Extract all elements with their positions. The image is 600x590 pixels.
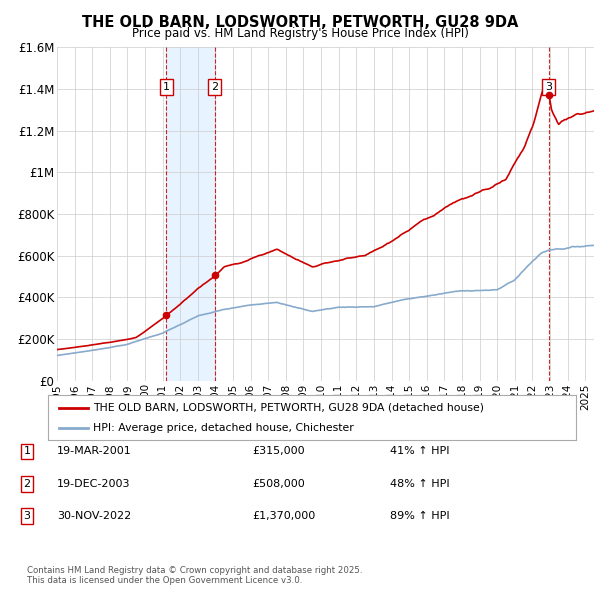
Text: 3: 3 bbox=[23, 512, 31, 521]
Text: This data is licensed under the Open Government Licence v3.0.: This data is licensed under the Open Gov… bbox=[27, 576, 302, 585]
Text: THE OLD BARN, LODSWORTH, PETWORTH, GU28 9DA: THE OLD BARN, LODSWORTH, PETWORTH, GU28 … bbox=[82, 15, 518, 30]
Text: £315,000: £315,000 bbox=[252, 447, 305, 456]
Text: THE OLD BARN, LODSWORTH, PETWORTH, GU28 9DA (detached house): THE OLD BARN, LODSWORTH, PETWORTH, GU28 … bbox=[93, 403, 484, 412]
Text: 89% ↑ HPI: 89% ↑ HPI bbox=[390, 512, 449, 521]
Text: Contains HM Land Registry data © Crown copyright and database right 2025.: Contains HM Land Registry data © Crown c… bbox=[27, 566, 362, 575]
Text: 19-DEC-2003: 19-DEC-2003 bbox=[57, 479, 131, 489]
Text: 2: 2 bbox=[23, 479, 31, 489]
Text: 2: 2 bbox=[211, 82, 218, 92]
Text: 1: 1 bbox=[163, 82, 170, 92]
Text: 1: 1 bbox=[23, 447, 31, 456]
Text: £508,000: £508,000 bbox=[252, 479, 305, 489]
Text: 3: 3 bbox=[545, 82, 552, 92]
Text: 19-MAR-2001: 19-MAR-2001 bbox=[57, 447, 132, 456]
Text: HPI: Average price, detached house, Chichester: HPI: Average price, detached house, Chic… bbox=[93, 424, 353, 434]
Text: Price paid vs. HM Land Registry's House Price Index (HPI): Price paid vs. HM Land Registry's House … bbox=[131, 27, 469, 40]
Bar bbox=[166, 47, 215, 381]
Text: £1,370,000: £1,370,000 bbox=[252, 512, 315, 521]
Text: 30-NOV-2022: 30-NOV-2022 bbox=[57, 512, 131, 521]
Text: 41% ↑ HPI: 41% ↑ HPI bbox=[390, 447, 449, 456]
Text: 48% ↑ HPI: 48% ↑ HPI bbox=[390, 479, 449, 489]
